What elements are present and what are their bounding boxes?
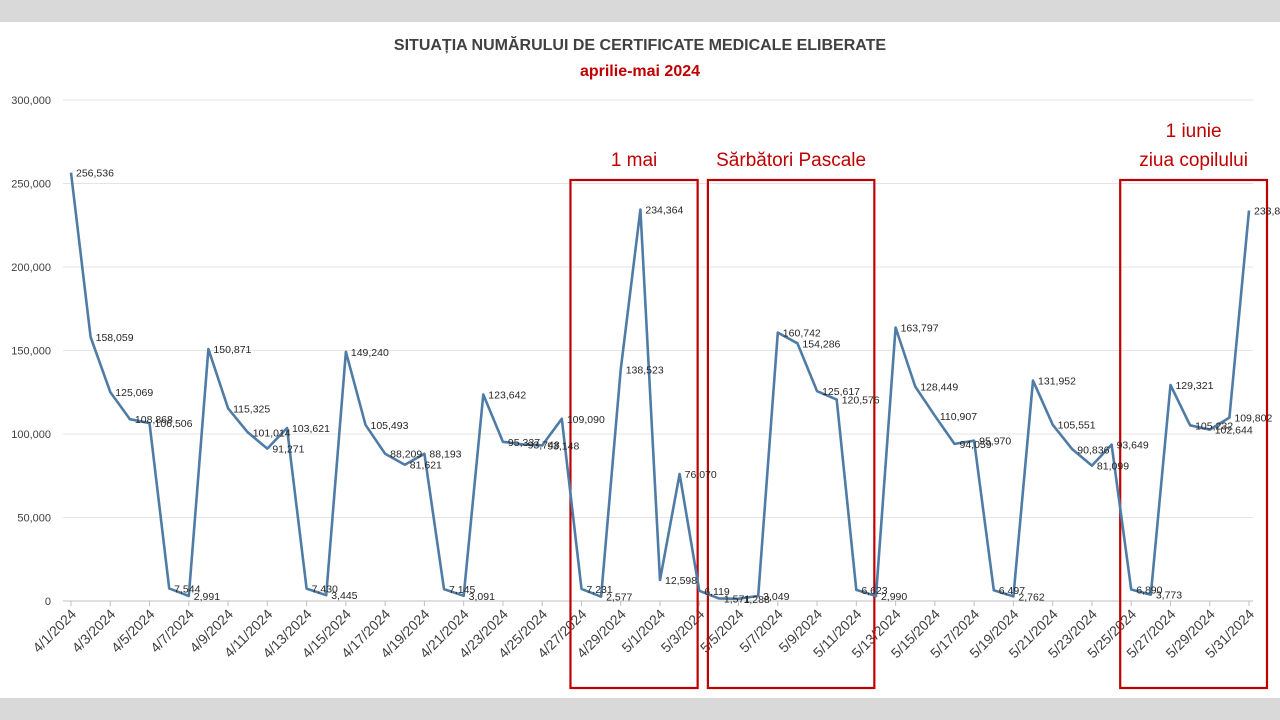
line-chart: SITUAȚIA NUMĂRULUI DE CERTIFICATE MEDICA… [11, 35, 1280, 690]
gridlines [63, 99, 1253, 602]
y-tick-label: 250,000 [11, 179, 51, 191]
data-label: 2,762 [1018, 591, 1044, 603]
data-label: 138,523 [626, 365, 664, 377]
data-label: 7,430 [312, 584, 338, 596]
data-label: 3,049 [763, 591, 789, 603]
y-tick-label: 300,000 [11, 95, 51, 107]
annotation-label: ziua copilului [1139, 150, 1248, 171]
data-label: 163,797 [901, 322, 939, 334]
data-label: 7,231 [586, 584, 612, 596]
data-label: 90,836 [1077, 444, 1109, 456]
data-label: 233,850 [1254, 205, 1280, 217]
data-label: 3,091 [469, 591, 495, 603]
data-label: 88,193 [429, 449, 461, 461]
data-label: 91,271 [272, 444, 304, 456]
y-tick-label: 100,000 [11, 429, 51, 441]
data-label: 129,321 [1175, 380, 1213, 392]
data-label: 109,090 [567, 414, 605, 426]
data-label: 3,773 [1156, 590, 1182, 602]
data-label: 6,890 [1136, 584, 1162, 596]
data-label: 256,536 [76, 168, 114, 180]
data-label: 120,576 [842, 395, 880, 407]
data-label: 103,621 [292, 423, 330, 435]
data-label: 6,497 [999, 585, 1025, 597]
data-label: 160,742 [783, 328, 821, 340]
data-label: 105,551 [1058, 420, 1096, 432]
data-label: 131,952 [1038, 376, 1076, 388]
annotation-box [569, 178, 699, 690]
annotation-box [706, 178, 876, 690]
chart-frame: SITUAȚIA NUMĂRULUI DE CERTIFICATE MEDICA… [0, 22, 1280, 698]
data-label: 125,617 [822, 386, 860, 398]
data-label: 95,337 [508, 437, 540, 449]
data-label: 7,544 [174, 583, 200, 595]
data-label: 93,748 [528, 439, 560, 451]
y-tick-label: 150,000 [11, 346, 51, 358]
data-label: 94,059 [960, 439, 992, 451]
chart-subtitle: aprilie-mai 2024 [580, 63, 700, 80]
data-label: 93,649 [1117, 440, 1149, 452]
data-label: 81,621 [410, 460, 442, 472]
data-label: 106,506 [155, 418, 193, 430]
data-label: 110,907 [940, 411, 977, 423]
data-label: 105,493 [371, 420, 409, 432]
data-label: 109,802 [1234, 413, 1272, 425]
annotation-box [1119, 178, 1269, 690]
data-label: 149,240 [351, 347, 389, 359]
data-label: 128,449 [920, 381, 958, 393]
annotation-boxes: 1 mai Sărbători Pascale 1 iunie ziua copilu… [569, 121, 1269, 690]
data-label: 2,991 [194, 591, 220, 603]
annotation-label: Sărbători Pascale [716, 150, 866, 171]
data-label: 3,445 [331, 590, 357, 602]
data-label: 150,871 [213, 344, 251, 356]
y-tick-label: 200,000 [11, 262, 51, 274]
data-label: 115,325 [233, 403, 270, 415]
annotation-label: 1 mai [611, 150, 657, 171]
data-label: 101,014 [253, 427, 291, 439]
x-axis-ticks: 4/1/20244/3/20244/5/20244/7/20244/9/2024… [29, 601, 1257, 661]
data-label: 6,119 [704, 586, 730, 598]
data-label: 158,059 [96, 332, 134, 344]
data-label: 76,070 [685, 469, 717, 481]
y-axis-ticks: 0 50,000 100,000 150,000 200,000 250,000 300,0… [11, 95, 51, 608]
data-label: 234,364 [645, 205, 683, 217]
data-label: 108,868 [135, 414, 173, 426]
series-line [69, 172, 1251, 601]
data-label: 95,970 [979, 436, 1011, 448]
data-label: 1,288 [744, 594, 770, 606]
data-label: 7,145 [449, 584, 475, 596]
data-label: 93,148 [547, 440, 579, 452]
y-tick-label: 50,000 [17, 513, 51, 525]
chart-title: SITUAȚIA NUMĂRULUI DE CERTIFICATE MEDICA… [394, 35, 886, 54]
data-label: 105,232 [1195, 420, 1233, 432]
annotation-label: 1 iunie [1166, 121, 1222, 142]
data-label: 154,286 [802, 338, 840, 350]
data-label: 123,642 [488, 390, 526, 402]
series-line-layer [69, 172, 1251, 601]
data-label: 88,209 [390, 449, 422, 461]
data-label: 2,990 [881, 591, 907, 603]
data-label: 12,598 [665, 575, 697, 587]
data-label: 81,099 [1097, 461, 1129, 473]
data-label: 1,571 [724, 593, 750, 605]
data-label: 102,644 [1215, 425, 1253, 437]
y-tick-label: 0 [45, 596, 51, 608]
data-label: 125,069 [115, 387, 153, 399]
data-label: 6,623 [861, 585, 887, 597]
data-label: 2,577 [606, 592, 632, 604]
